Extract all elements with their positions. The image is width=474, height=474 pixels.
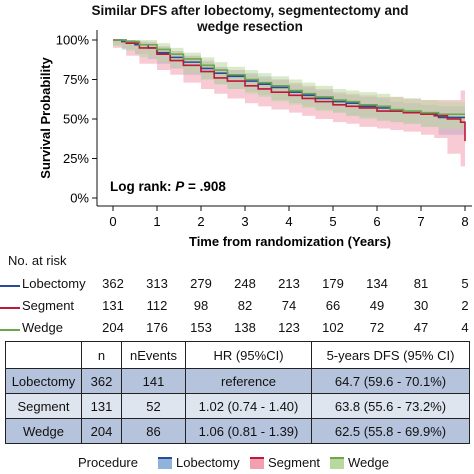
risk-cell: 134 xyxy=(366,276,388,291)
risk-cell: 66 xyxy=(325,298,341,313)
survival-curve-segment xyxy=(113,39,466,142)
summary-header-cell: HR (95%CI) xyxy=(185,341,312,369)
risk-cell: 82 xyxy=(237,298,253,313)
chart-title-line-1: Similar DFS after lobectomy, segmentecto… xyxy=(91,3,409,18)
chart-legend: Procedure Lobectomy Segment Wedge xyxy=(0,452,474,472)
x-tick-label: 8 xyxy=(461,214,468,229)
chart-title: Similar DFS after lobectomy, segmentecto… xyxy=(60,3,440,35)
summary-cell: Wedge xyxy=(5,418,82,444)
summary-header-cell: 5-years DFS (95% CI) xyxy=(311,341,470,369)
risk-cell: 204 xyxy=(102,320,124,335)
risk-row-wedge: Wedge 204 176 153 138 123 102 72 47 4 xyxy=(0,320,474,340)
summary-cell: 131 xyxy=(81,393,122,419)
risk-cell: 248 xyxy=(234,276,256,291)
y-tick-label: 50% xyxy=(63,112,89,127)
x-tick-label: 0 xyxy=(109,214,116,229)
risk-row-lobectomy: Lobectomy 362 313 279 248 213 179 134 81 5 xyxy=(0,276,474,296)
risk-cell: 74 xyxy=(281,298,297,313)
summary-cell: reference xyxy=(185,368,312,394)
risk-cell: 2 xyxy=(461,298,469,313)
risk-row-color-marker xyxy=(0,285,20,287)
summary-row-wedge: Wedge 204 86 1.06 (0.81 - 1.39) 62.5 (55… xyxy=(5,418,470,444)
risk-cell: 123 xyxy=(278,320,300,335)
summary-cell: 141 xyxy=(121,368,186,394)
risk-cell: 213 xyxy=(278,276,300,291)
risk-row-label: Wedge xyxy=(22,320,63,335)
risk-cell: 112 xyxy=(146,298,168,313)
x-tick-label: 4 xyxy=(285,214,292,229)
summary-cell: 64.7 (59.6 - 70.1%) xyxy=(311,368,470,394)
summary-header-cell: n xyxy=(81,341,122,369)
survival-curve-wedge xyxy=(113,39,465,116)
risk-cell: 5 xyxy=(461,276,469,291)
risk-cell: 49 xyxy=(369,298,385,313)
summary-cell: 63.8 (55.6 - 73.2%) xyxy=(311,393,470,419)
risk-cell: 176 xyxy=(146,320,168,335)
risk-cell: 72 xyxy=(369,320,385,335)
risk-cell: 279 xyxy=(190,276,212,291)
x-tick-label: 5 xyxy=(329,214,336,229)
summary-header-cell xyxy=(5,341,82,369)
risk-table-title: No. at risk xyxy=(8,253,67,268)
summary-cell: 1.02 (0.74 - 1.40) xyxy=(185,393,312,419)
risk-cell: 131 xyxy=(102,298,124,313)
summary-header-cell: nEvents xyxy=(121,341,186,369)
y-tick-label: 75% xyxy=(63,72,89,87)
logrank-p-symbol: P xyxy=(175,179,185,194)
x-tick-label: 2 xyxy=(197,214,204,229)
km-chart: 0% 25% 50% 75% 100% 0 1 2 3 4 5 6 7 8 Time from random… xyxy=(38,30,472,249)
y-axis-label: Survival Probability xyxy=(38,57,53,179)
legend-swatch-segment xyxy=(250,457,264,469)
legend-label-wedge: Wedge xyxy=(348,455,389,470)
risk-cell: 81 xyxy=(413,276,429,291)
summary-header-row: n nEvents HR (95%CI) 5-years DFS (95% CI… xyxy=(5,341,470,369)
summary-cell: 1.06 (0.81 - 1.39) xyxy=(185,418,312,444)
risk-cell: 47 xyxy=(413,320,429,335)
x-tick-label: 1 xyxy=(153,214,160,229)
x-tick-label: 3 xyxy=(241,214,248,229)
legend-title: Procedure xyxy=(78,455,138,470)
summary-cell: Lobectomy xyxy=(5,368,82,394)
y-tick-label: 100% xyxy=(56,33,90,48)
risk-cell: 313 xyxy=(146,276,168,291)
risk-cell: 98 xyxy=(193,298,209,313)
summary-cell: 362 xyxy=(81,368,122,394)
summary-row-segment: Segment 131 52 1.02 (0.74 - 1.40) 63.8 (… xyxy=(5,393,470,419)
risk-row-label: Lobectomy xyxy=(22,276,86,291)
risk-cell: 102 xyxy=(322,320,344,335)
risk-row-color-marker xyxy=(0,307,20,309)
risk-cell: 4 xyxy=(461,320,469,335)
risk-cell: 138 xyxy=(234,320,256,335)
risk-row-color-marker xyxy=(0,329,20,331)
legend-swatch-lobectomy xyxy=(158,457,172,469)
summary-cell: 204 xyxy=(81,418,122,444)
risk-cell: 30 xyxy=(413,298,429,313)
summary-cell: Segment xyxy=(5,393,82,419)
risk-cell: 153 xyxy=(190,320,212,335)
logrank-prefix: Log rank: xyxy=(110,179,175,194)
chart-title-line-2: wedge resection xyxy=(197,19,303,34)
risk-row-label: Segment xyxy=(22,298,75,313)
summary-cell: 52 xyxy=(121,393,186,419)
risk-cell: 362 xyxy=(102,276,124,291)
legend-label-lobectomy: Lobectomy xyxy=(176,455,240,470)
y-tick-label: 0% xyxy=(70,191,89,206)
x-tick-label: 6 xyxy=(373,214,380,229)
summary-table: n nEvents HR (95%CI) 5-years DFS (95% CI… xyxy=(5,341,470,444)
y-tick-label: 25% xyxy=(63,151,89,166)
risk-cell: 179 xyxy=(322,276,344,291)
legend-label-segment: Segment xyxy=(268,455,321,470)
logrank-value: = .908 xyxy=(184,179,226,194)
risk-row-segment: Segment 131 112 98 82 74 66 49 30 2 xyxy=(0,298,474,318)
summary-cell: 62.5 (55.8 - 69.9%) xyxy=(311,418,470,444)
logrank-annotation: Log rank: P = .908 xyxy=(110,179,226,194)
x-tick-label: 7 xyxy=(417,214,424,229)
summary-cell: 86 xyxy=(121,418,186,444)
x-axis-label: Time from randomization (Years) xyxy=(189,234,391,249)
summary-row-lobectomy: Lobectomy 362 141 reference 64.7 (59.6 -… xyxy=(5,368,470,394)
legend-swatch-wedge xyxy=(330,457,344,469)
